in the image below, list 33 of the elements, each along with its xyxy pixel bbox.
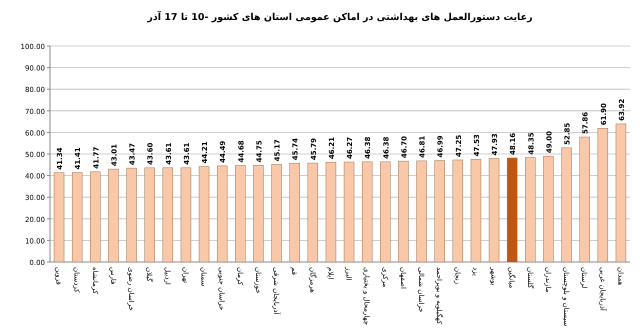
bar	[380, 162, 391, 262]
bar	[308, 162, 318, 262]
bar	[525, 157, 536, 262]
bar	[289, 162, 300, 262]
bar	[235, 165, 246, 262]
bar	[162, 168, 174, 262]
bar	[362, 162, 372, 262]
bar	[598, 128, 608, 262]
bar	[543, 156, 554, 262]
bar	[452, 160, 464, 262]
bar	[216, 166, 228, 262]
bar	[180, 168, 192, 262]
bar	[90, 172, 101, 262]
bar	[416, 160, 427, 262]
bar	[616, 124, 626, 262]
bar	[579, 136, 590, 262]
bar	[72, 172, 82, 262]
chart-title: رعایت دستورالعمل های بهداشتی در اماکن عمومی استان های کشور -10 تا 17 آذر	[146, 10, 533, 23]
bar	[253, 165, 264, 262]
bar	[561, 148, 572, 262]
bar	[434, 160, 445, 262]
bar	[506, 158, 518, 262]
bar	[398, 160, 409, 262]
bar	[198, 166, 210, 262]
bar	[144, 168, 155, 262]
bar	[326, 162, 336, 262]
bar	[54, 172, 64, 262]
bar	[488, 158, 500, 262]
bar	[470, 159, 482, 262]
bar	[108, 168, 119, 262]
bar	[271, 164, 282, 262]
bar	[344, 162, 354, 262]
bar	[126, 168, 137, 262]
